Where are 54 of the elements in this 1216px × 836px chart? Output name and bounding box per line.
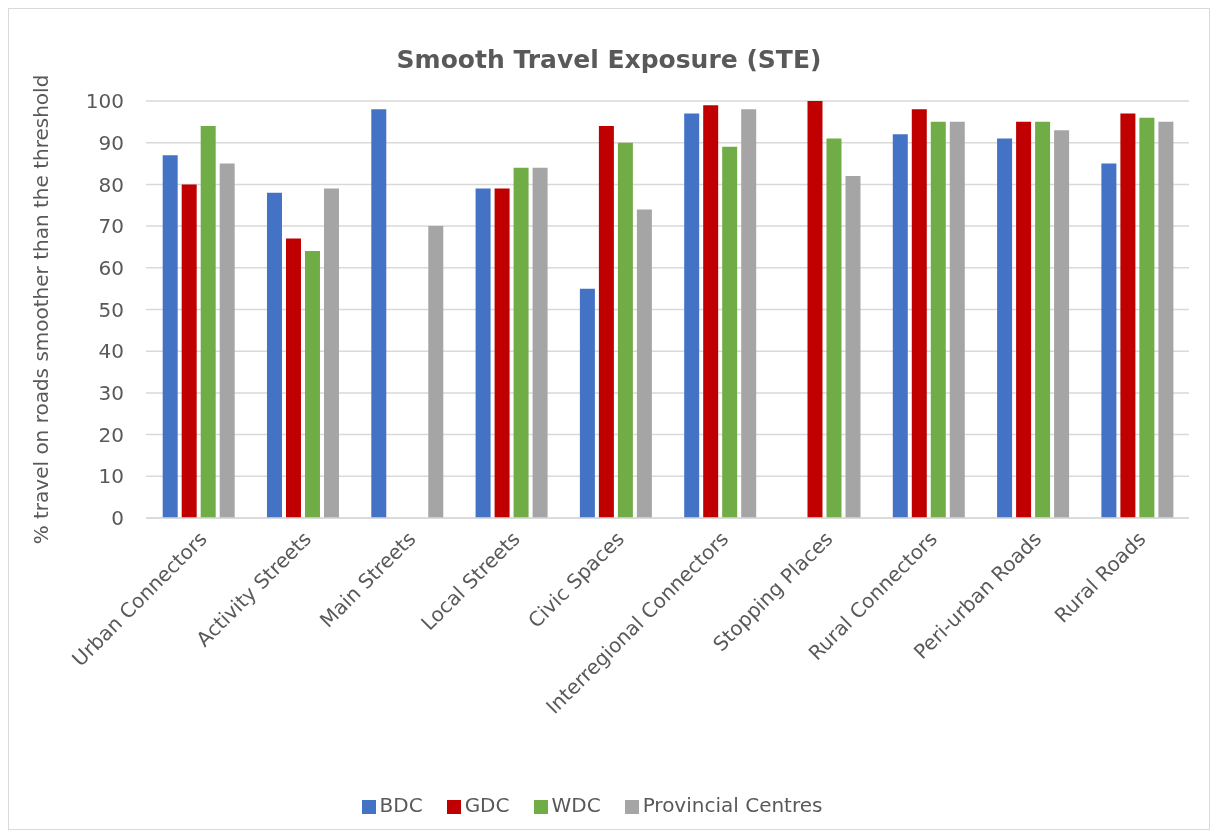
y-tick-label: 90 [98, 130, 124, 155]
bar [285, 238, 301, 518]
bar [949, 121, 965, 518]
y-tick-label: 100 [85, 89, 124, 114]
y-tick-label: 50 [98, 297, 124, 322]
y-tick-label: 30 [98, 381, 124, 405]
bar [845, 176, 861, 518]
y-axis-title: % travel on roads smoother than the threshold [29, 74, 54, 545]
bar [1139, 117, 1155, 518]
bar [371, 109, 387, 518]
bar [911, 109, 927, 518]
bar [304, 251, 320, 518]
bar [741, 109, 757, 518]
bar [428, 226, 444, 518]
bar [1158, 121, 1174, 518]
bar [807, 101, 823, 518]
bar [1120, 113, 1136, 518]
bar [513, 167, 529, 518]
chart-title: Smooth Travel Exposure (STE) [395, 45, 823, 74]
bar [494, 188, 510, 518]
bar [475, 188, 491, 518]
y-tick-label: 10 [98, 464, 124, 489]
bar [200, 126, 216, 518]
bar [617, 142, 633, 518]
y-tick-label: 20 [98, 422, 124, 447]
bar [162, 155, 178, 518]
bar [636, 209, 652, 518]
bar [684, 113, 700, 518]
bar [181, 184, 197, 518]
y-tick-label: 40 [98, 339, 124, 364]
bar [1016, 121, 1032, 518]
legend-label: BDC [379, 793, 423, 817]
bar [930, 121, 946, 518]
bar [323, 188, 339, 518]
bar [722, 146, 738, 518]
bar [532, 167, 548, 518]
legend-label: WDC [551, 793, 601, 817]
bar [997, 138, 1013, 518]
bar [1101, 163, 1117, 518]
y-tick-label: 60 [98, 255, 124, 280]
legend-label: GDC [464, 793, 510, 817]
legend-label: Provincial Centres [642, 793, 823, 817]
y-tick-label: 70 [98, 214, 124, 239]
bar [266, 192, 282, 518]
bar [703, 105, 719, 518]
bar [826, 138, 842, 518]
bar [1035, 121, 1051, 518]
bar [579, 288, 595, 518]
y-tick-label: 0 [111, 506, 124, 531]
bar [892, 134, 908, 518]
bar [598, 126, 614, 518]
bar [219, 163, 235, 518]
y-tick-label: 80 [98, 172, 124, 197]
bar [1054, 130, 1070, 518]
